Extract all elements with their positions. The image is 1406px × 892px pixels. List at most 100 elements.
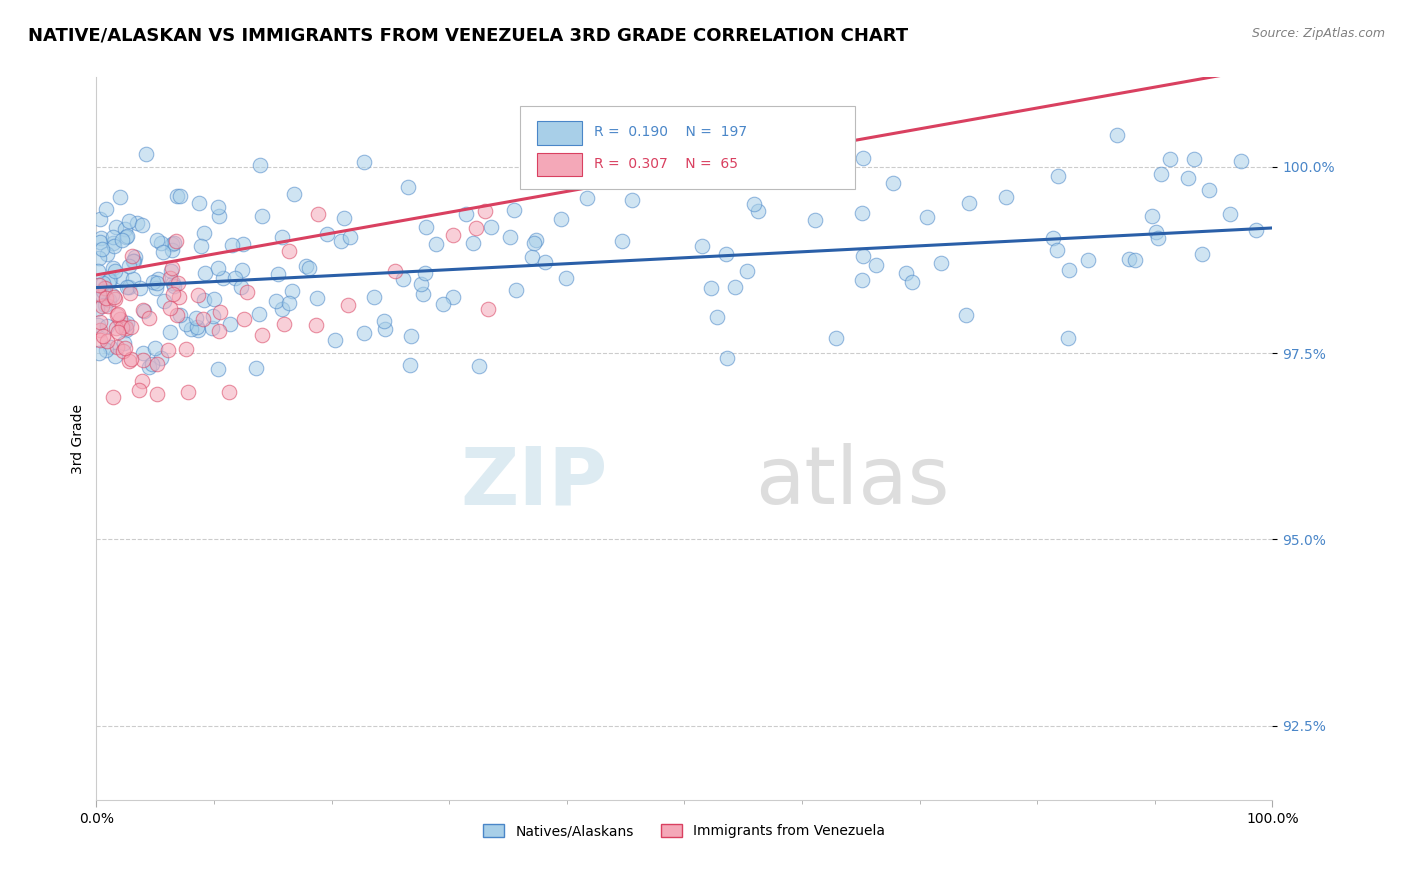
Point [610, 234, 633, 248]
Point [1046, 243, 1069, 257]
Point [150, 236, 173, 251]
Point [249, 158, 271, 172]
Point [201, 321, 224, 335]
Point [96, 318, 118, 333]
Point [188, 196, 211, 211]
Point [278, 296, 301, 310]
Bar [537, 153, 582, 177]
Point [115, 321, 138, 335]
Point [187, 288, 209, 302]
Point [162, 276, 184, 290]
Point [323, 333, 346, 347]
Point [111, 319, 134, 334]
Point [90, 287, 112, 301]
Point [412, 286, 434, 301]
Point [477, 301, 499, 316]
Point [576, 191, 599, 205]
Point [742, 197, 765, 211]
Point [1105, 128, 1128, 142]
Point [224, 271, 246, 285]
Point [89, 235, 111, 249]
Point [474, 203, 496, 218]
Point [149, 351, 172, 366]
Point [208, 324, 231, 338]
Text: R =  0.190    N =  197: R = 0.190 N = 197 [593, 126, 747, 139]
Point [250, 210, 273, 224]
Point [392, 271, 415, 285]
Point [89, 252, 111, 266]
Point [208, 209, 231, 223]
Point [735, 263, 758, 277]
Point [89, 323, 111, 337]
Point [441, 228, 464, 243]
Point [825, 331, 848, 345]
Point [118, 280, 141, 294]
Point [128, 383, 150, 397]
Point [101, 390, 124, 404]
Point [353, 326, 375, 341]
Point [193, 293, 215, 307]
Point [110, 269, 132, 284]
Point [152, 245, 174, 260]
Point [277, 244, 299, 258]
Point [117, 353, 139, 368]
Point [118, 259, 141, 273]
Point [207, 260, 229, 275]
Point [201, 309, 224, 323]
Point [714, 246, 737, 260]
Point [105, 219, 128, 234]
Point [1047, 169, 1070, 184]
Point [186, 320, 208, 334]
Point [89, 315, 111, 329]
Point [101, 260, 124, 275]
Point [115, 279, 138, 293]
Point [373, 314, 395, 328]
Point [929, 256, 952, 270]
Point [159, 325, 181, 339]
Point [955, 308, 977, 322]
Point [122, 253, 145, 268]
Point [247, 307, 270, 321]
Point [142, 275, 165, 289]
Point [267, 267, 290, 281]
Point [502, 202, 524, 217]
Point [522, 250, 544, 264]
Legend: Natives/Alaskans, Immigrants from Venezuela: Natives/Alaskans, Immigrants from Venezu… [478, 819, 891, 844]
Point [132, 302, 155, 317]
Point [131, 219, 153, 233]
Point [115, 230, 138, 244]
Point [550, 212, 572, 227]
Point [89, 286, 111, 301]
Point [89, 333, 111, 347]
Point [143, 341, 166, 355]
Point [186, 311, 208, 326]
Point [851, 273, 873, 287]
Point [98, 340, 121, 354]
Point [104, 264, 127, 278]
Point [218, 385, 240, 400]
Point [138, 360, 160, 375]
Point [202, 293, 225, 307]
Point [339, 230, 361, 244]
Point [337, 298, 360, 312]
Point [108, 312, 131, 326]
Point [138, 310, 160, 325]
Point [180, 322, 202, 336]
Point [191, 312, 214, 326]
Point [108, 190, 131, 204]
Point [104, 292, 127, 306]
Point [118, 285, 141, 300]
Point [353, 154, 375, 169]
Point [125, 215, 148, 229]
Point [105, 340, 128, 354]
Point [107, 325, 129, 339]
Point [87, 346, 110, 360]
Point [132, 346, 155, 360]
Point [104, 349, 127, 363]
Point [765, 171, 787, 186]
Point [231, 263, 253, 277]
Bar [537, 120, 582, 145]
Point [190, 239, 212, 253]
Point [330, 234, 353, 248]
Point [398, 358, 420, 372]
